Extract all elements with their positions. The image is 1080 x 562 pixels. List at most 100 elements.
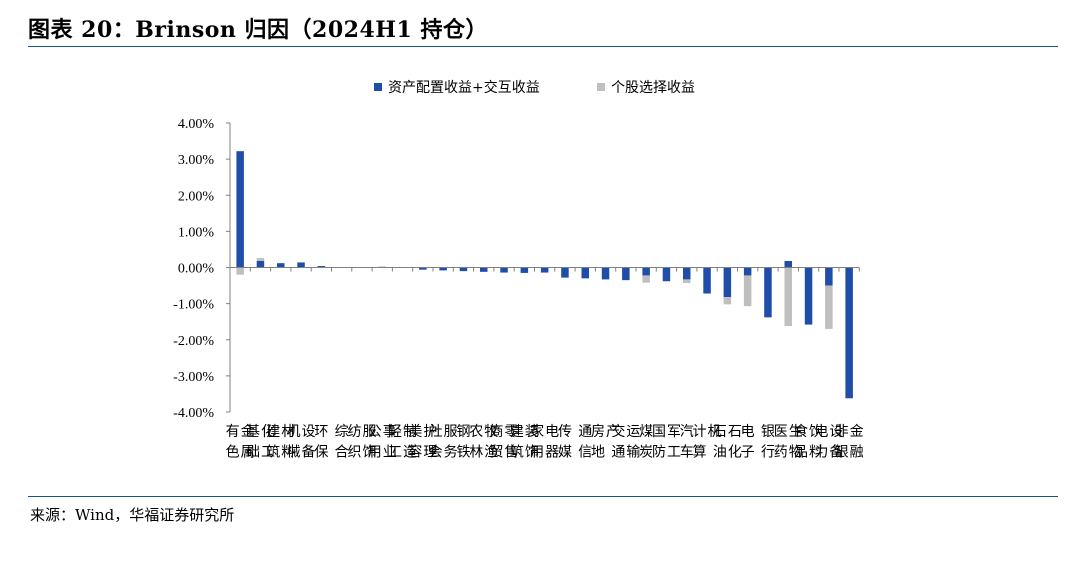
category-label-char: 护: [423, 424, 437, 440]
category-label-char: 用: [368, 445, 382, 461]
category-label: 综合: [335, 424, 349, 461]
y-tick-label: 4.00%: [178, 117, 215, 132]
source-note: 来源：Wind，华福证券研究所: [30, 506, 235, 524]
y-tick-label: 1.00%: [178, 225, 215, 240]
category-label-char: 银: [761, 424, 775, 440]
category-label-char: 金: [850, 424, 864, 440]
bar-allocation: [683, 267, 691, 280]
bar-allocation: [561, 267, 569, 278]
category-label-char: 银: [835, 445, 849, 461]
category-label-char: 材: [281, 424, 295, 440]
category-label-char: 料: [281, 445, 295, 461]
category-label-char: 军: [667, 424, 681, 440]
category-label-char: 交: [611, 423, 625, 440]
category-label-char: 防: [652, 445, 666, 461]
bar-allocation: [764, 267, 772, 318]
category-label-char: 传: [558, 424, 572, 440]
bar-allocation: [317, 266, 326, 268]
legend-label-selection: 个股选择收益: [611, 80, 695, 96]
legend-swatch-selection: [597, 83, 605, 91]
title-rule: [28, 46, 1058, 47]
y-tick-label: -4.00%: [173, 406, 214, 421]
category-label-char: 服: [362, 424, 376, 440]
category-label-char: 石: [728, 424, 742, 440]
category-label-char: 房: [591, 424, 605, 440]
category-label-char: 物: [789, 445, 803, 461]
category-label-char: 纺: [347, 424, 361, 440]
category-label-char: 金: [241, 424, 255, 440]
category-label-char: 车: [680, 444, 694, 461]
category-label-char: 公: [368, 424, 382, 440]
category-label-char: 电: [545, 424, 559, 440]
bar-allocation: [723, 267, 732, 298]
category-label-char: 工: [667, 445, 681, 461]
category-label-char: 容: [408, 444, 422, 461]
category-label-char: 美: [408, 424, 422, 440]
category-label-char: 力: [814, 445, 828, 461]
category-label-char: 贸: [490, 445, 504, 461]
bar-allocation: [439, 267, 447, 271]
category-label-char: 事: [383, 424, 397, 440]
category-label-char: 钢: [456, 424, 470, 440]
legend-label-allocation: 资产配置收益+交互收益: [388, 79, 540, 96]
category-label-char: 环: [314, 424, 328, 440]
category-label-char: 计: [693, 424, 707, 440]
bar-allocation: [297, 262, 305, 268]
category-label-char: 织: [347, 445, 361, 461]
category-label-char: 机: [708, 424, 722, 440]
bar-allocation: [601, 267, 610, 280]
bar-allocation: [419, 267, 427, 270]
category-label-char: 子: [741, 445, 755, 461]
category-label-char: 工: [388, 445, 402, 461]
category-label-char: 机: [287, 424, 301, 440]
category-label-char: 建: [266, 424, 280, 440]
category-label-char: 械: [287, 445, 301, 461]
bar-allocation: [825, 267, 833, 286]
category-label-char: 油: [713, 445, 727, 461]
category-label-char: 算: [693, 445, 707, 461]
bar-selection: [825, 285, 833, 329]
category-label: 煤炭: [639, 424, 653, 461]
category-label-char: 务: [444, 445, 458, 461]
bar-allocation: [622, 267, 630, 281]
category-label-char: 食: [794, 423, 808, 440]
bar-allocation: [784, 260, 792, 268]
bar-allocation: [256, 260, 265, 268]
bar-selection: [683, 279, 691, 284]
category-label: 电子: [741, 424, 755, 461]
category-label-char: 渔: [484, 445, 498, 461]
page-title: 图表 20：Brinson 归因（2024H1 持仓）: [28, 17, 489, 43]
bar-allocation: [540, 267, 549, 273]
bar-allocation: [743, 267, 752, 276]
category-label-char: 融: [850, 445, 864, 461]
category-label-char: 媒: [558, 445, 572, 461]
category-label-char: 筑: [510, 445, 524, 461]
bar-allocation: [480, 267, 488, 272]
bar-selection: [256, 258, 265, 261]
category-label-char: 医: [774, 424, 788, 440]
category-label-char: 售: [505, 445, 519, 461]
category-label-char: 造: [403, 445, 417, 461]
category-label-char: 色: [226, 444, 240, 461]
legend: 资产配置收益+交互收益 个股选择收益: [374, 79, 695, 96]
category-label-char: 综: [335, 424, 349, 440]
category-label: 银行: [761, 424, 775, 461]
category-label-char: 电: [741, 424, 755, 440]
category-label-char: 炭: [639, 445, 653, 461]
category-label-char: 生: [789, 424, 803, 440]
bar-allocation: [804, 267, 813, 325]
category-label-char: 石: [713, 424, 727, 440]
category-label-char: 设: [829, 424, 843, 440]
category-label-char: 非: [835, 424, 849, 440]
